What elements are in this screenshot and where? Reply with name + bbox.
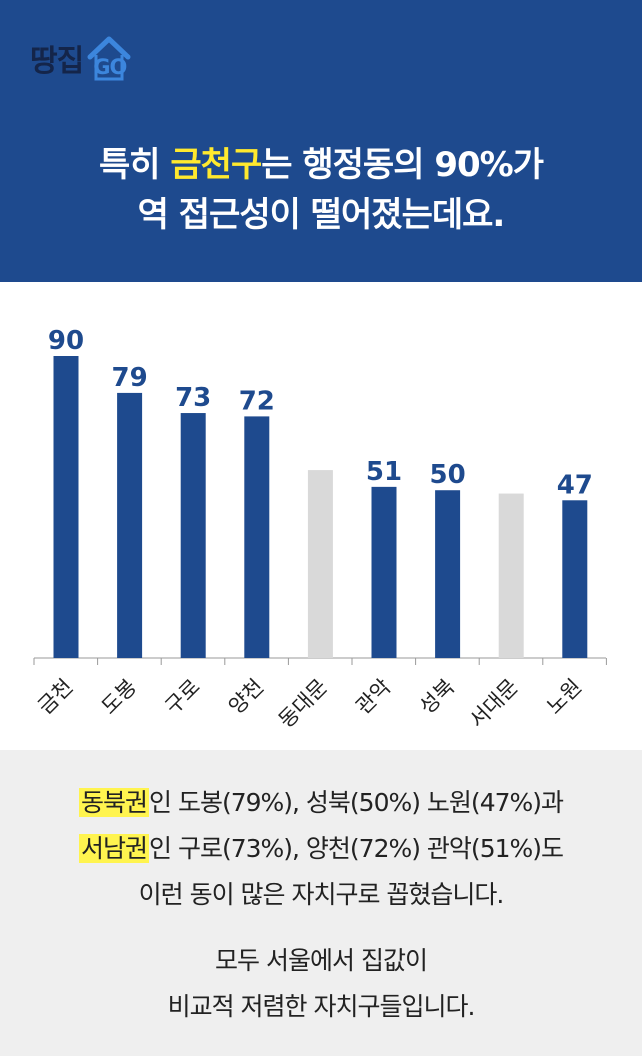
data-label-성북: 50 [430,460,466,490]
bar-chart: 90 금천 79 도봉 73 구로 72 양천 동대문 51 관악 50 성북 서대문 47 노원 [0,282,642,750]
logo: 땅집 GO [30,32,131,84]
headline-post: 는 행정동의 90%가 [261,145,544,185]
x-tick-label-서대문: 서대문 [465,675,523,733]
data-label-금천: 90 [48,326,84,356]
data-label-도봉: 79 [112,363,148,393]
headline: 특히 금천구는 행정동의 90%가 역 접근성이 떨어졌는데요. [0,140,642,240]
bar-관악 [371,486,397,658]
x-tick-label-동대문: 동대문 [274,675,332,733]
bar-양천 [244,416,270,658]
bar-금천 [53,356,79,658]
region-marker-northeast: 동북권 [78,788,149,817]
bar-도봉 [117,392,143,658]
x-tick-label-노원: 노원 [542,675,586,719]
headline-line-2: 역 접근성이 떨어졌는데요. [137,195,506,235]
headline-line-1: 특히 금천구는 행정동의 90%가 [0,140,642,190]
footer-line-5: 비교적 저렴한 자치구들입니다. [167,992,476,1021]
footer-line-3: 이런 동이 많은 자치구로 꼽혔습니다. [138,880,505,909]
data-label-관악: 51 [366,457,402,487]
house-icon: GO [87,33,131,83]
bar-구로 [180,413,206,658]
footer-paragraph-2: 모두 서울에서 집값이 비교적 저렴한 자치구들입니다. [0,938,642,1030]
footer-line-2-rest: 인 구로(73%), 양천(72%) 관악(51%)도 [149,834,564,863]
data-label-노원: 47 [557,470,593,500]
headline-highlight: 금천구 [170,145,262,185]
footer-line-1-rest: 인 도봉(79%), 성북(50%) 노원(47%)과 [149,788,564,817]
bar-서대문 [498,493,524,658]
region-marker-southwest: 서남권 [78,834,149,863]
x-tick-label-도봉: 도봉 [97,675,141,719]
header-banner: 땅집 GO 특히 금천구는 행정동의 90%가 역 접근성이 떨어졌는데요. [0,0,642,282]
bar-노원 [562,500,588,658]
logo-text: 땅집 [30,44,84,79]
headline-pre: 특히 [99,145,171,185]
logo-badge: GO [93,55,127,79]
x-tick-label-양천: 양천 [224,675,268,719]
x-tick-label-구로: 구로 [160,675,204,719]
bar-동대문 [307,470,333,658]
x-tick-label-관악: 관악 [351,675,395,719]
footer-line-4: 모두 서울에서 집값이 [215,946,428,975]
bar-성북 [435,490,461,658]
x-tick-label-성북: 성북 [415,675,459,719]
footer-text-panel: 동북권인 도봉(79%), 성북(50%) 노원(47%)과 서남권인 구로(7… [0,750,642,1056]
footer-paragraph-1: 동북권인 도봉(79%), 성북(50%) 노원(47%)과 서남권인 구로(7… [0,780,642,918]
bar-chart-svg: 90 금천 79 도봉 73 구로 72 양천 동대문 51 관악 50 성북 서대문 47 노원 [33,326,607,733]
data-label-구로: 73 [175,383,211,413]
data-label-양천: 72 [239,386,275,416]
footer-line-2: 서남권인 구로(73%), 양천(72%) 관악(51%)도 [0,826,642,872]
footer-line-1: 동북권인 도봉(79%), 성북(50%) 노원(47%)과 [0,780,642,826]
x-tick-label-금천: 금천 [33,675,77,719]
